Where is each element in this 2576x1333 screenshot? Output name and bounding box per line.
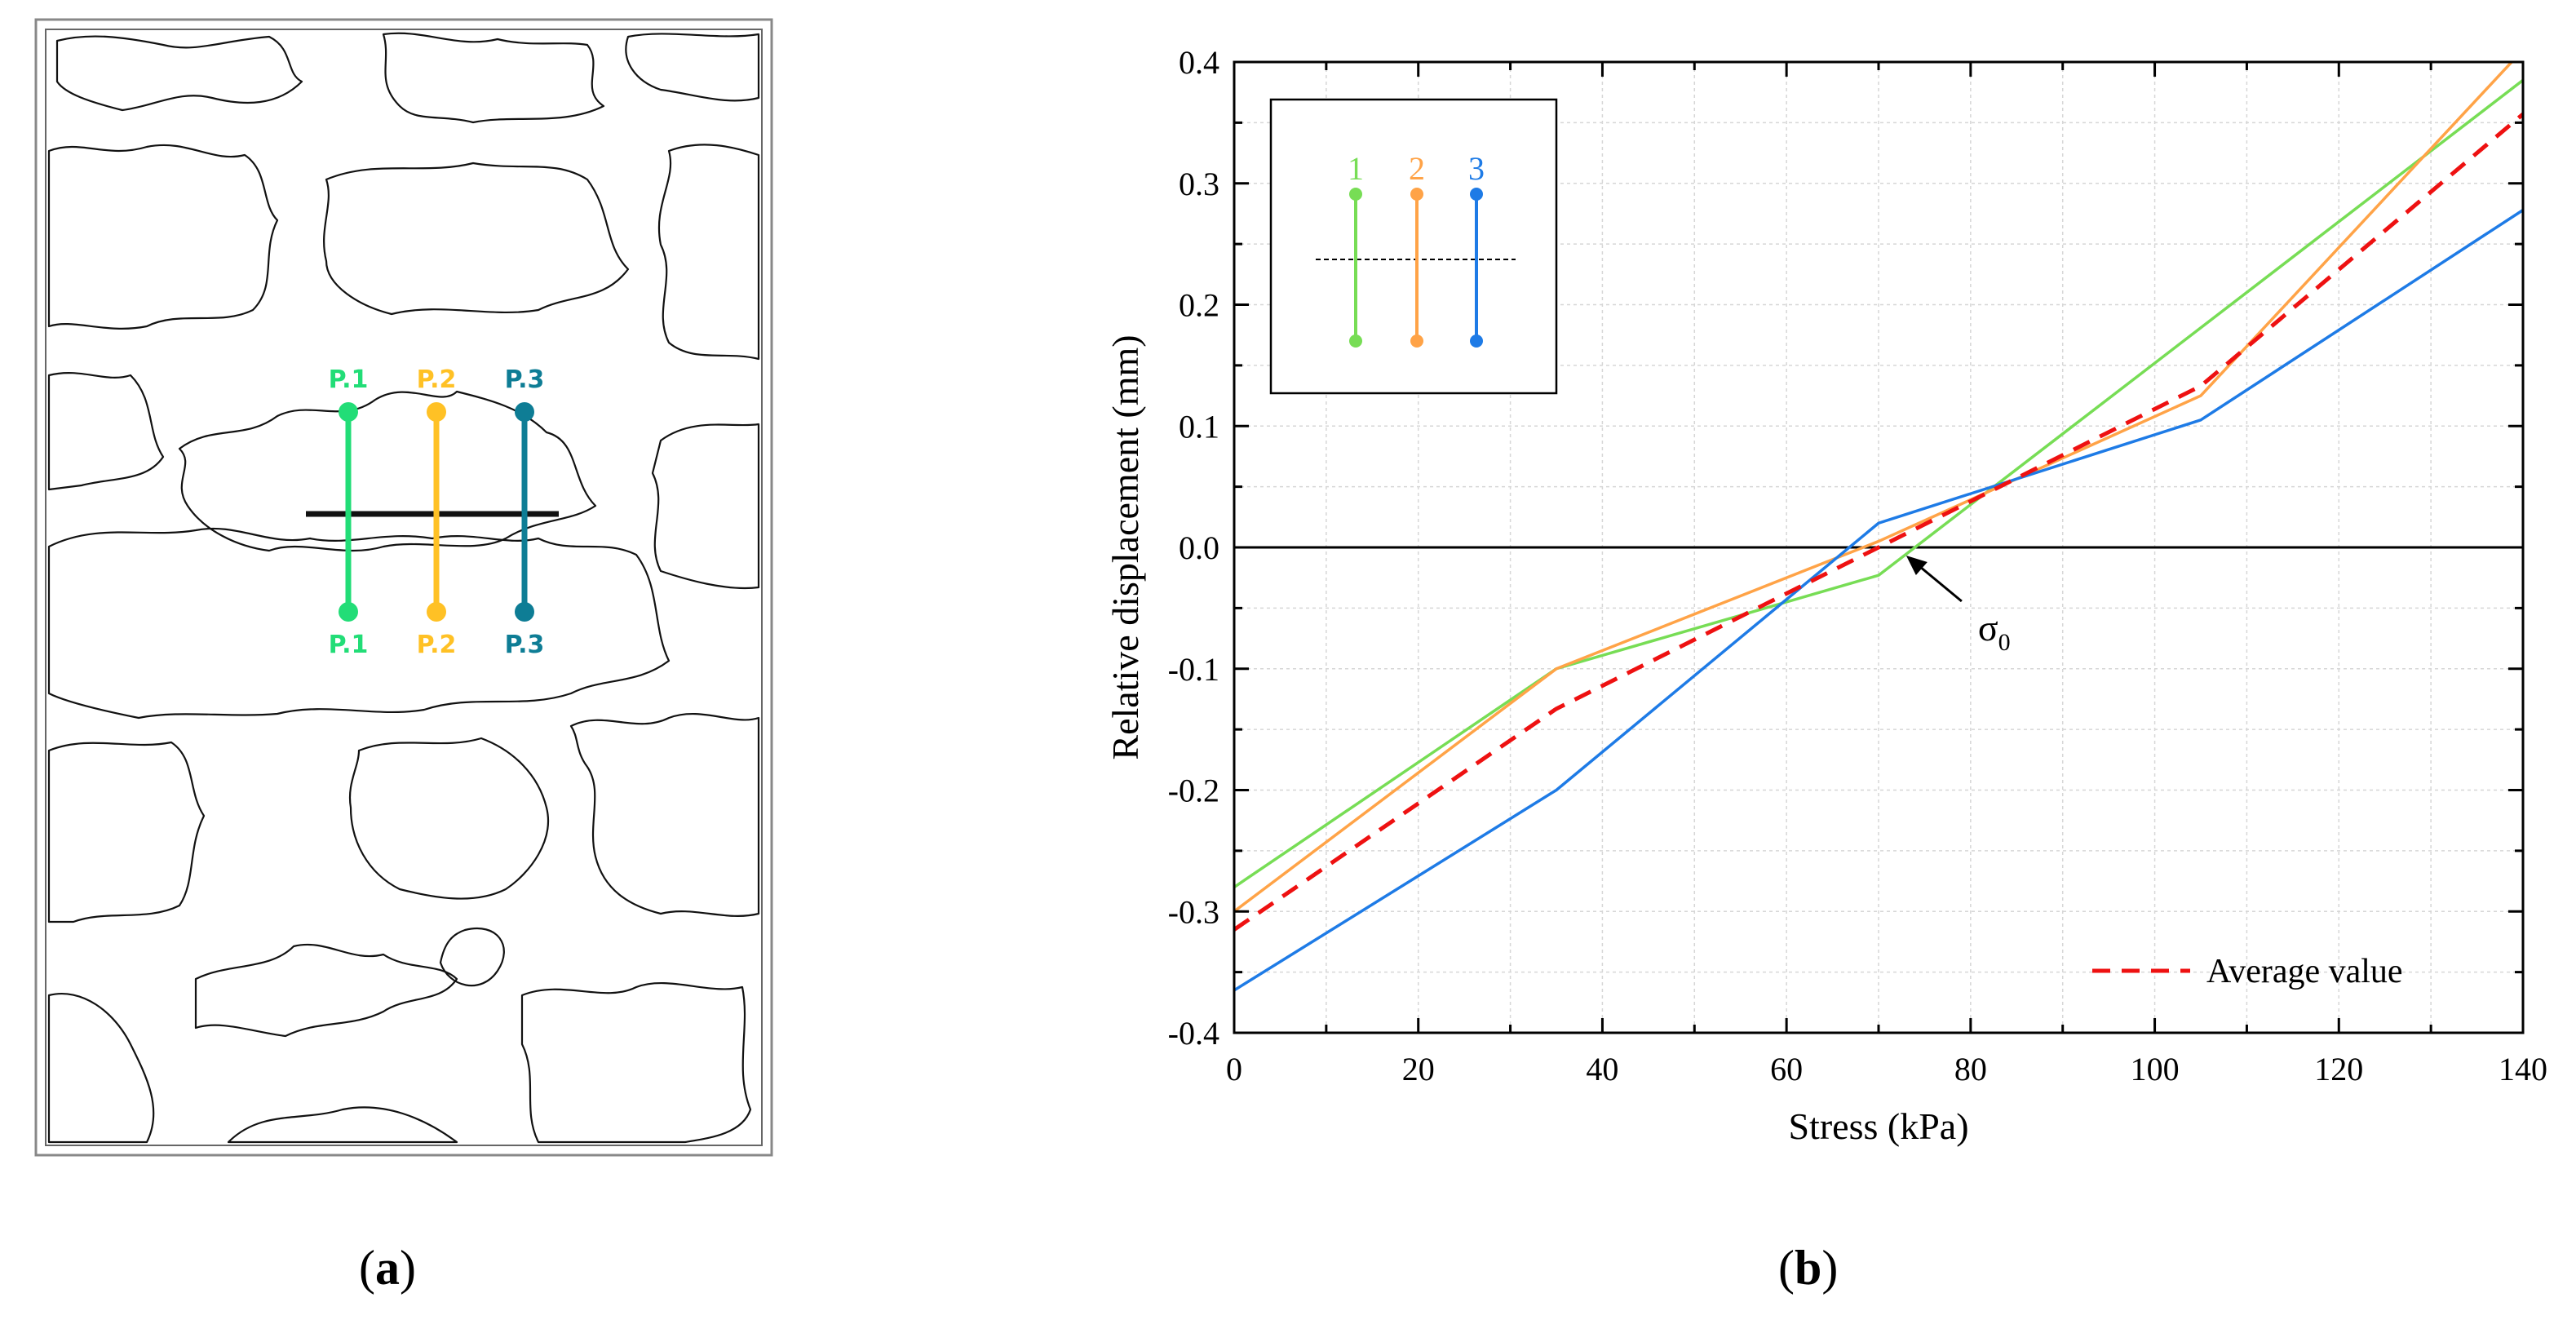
y-tick-label-3: -0.1 xyxy=(1168,651,1219,688)
inset-line-3-top-dot xyxy=(1470,188,1483,201)
x-tick-label-4: 80 xyxy=(1954,1051,1987,1087)
caption-b-open: ( xyxy=(1778,1241,1795,1295)
measuring-point-1: P.1 P.1 xyxy=(329,365,369,659)
inset-frame xyxy=(1269,98,1558,395)
y-tick-label-6: 0.2 xyxy=(1179,287,1219,324)
y-tick-label-1: -0.3 xyxy=(1168,893,1219,930)
point-2-bottom-dot xyxy=(427,602,446,622)
caption-a-letter: a xyxy=(374,1241,400,1295)
chart-series xyxy=(1234,62,2523,992)
inset-line-1-top-dot xyxy=(1349,188,1362,201)
series-line-2 xyxy=(1234,62,2514,913)
panel-a-schematic: P.1 P.1 P.2 P.2 P.3 P.3 xyxy=(34,18,773,1157)
panel-a-inner-frame xyxy=(45,29,763,1146)
annotation-sigma-label: σ0 xyxy=(1978,607,2011,656)
chart-legend: Average value xyxy=(2092,953,2403,990)
caption-b-close: ) xyxy=(1821,1241,1839,1295)
annotation-sigma-symbol: σ xyxy=(1978,607,1998,649)
x-tick-label-2: 40 xyxy=(1586,1051,1618,1087)
chart-b: 0 20 40 60 80 100 120 140-0.4-0.3-0.2-0.10.00.1… xyxy=(1104,44,2547,1147)
x-tick-label-3: 60 xyxy=(1770,1051,1803,1087)
annotation-sigma-subscript: 0 xyxy=(1998,629,2011,656)
inset-label-2: 2 xyxy=(1409,150,1425,187)
panel-a-outer-frame xyxy=(34,18,773,1157)
x-axis-label: Stress (kPa) xyxy=(1788,1105,1968,1147)
point-1-top-dot xyxy=(339,402,358,422)
inset-label-3: 3 xyxy=(1468,150,1485,187)
inset-line-2-bottom-dot xyxy=(1410,334,1423,348)
inset-line-1: 1 xyxy=(1348,150,1364,348)
inset-line-3-bottom-dot xyxy=(1470,334,1483,348)
inset-legend: 1 2 3 xyxy=(1269,98,1558,395)
series-line-3 xyxy=(1234,209,2523,992)
point-2-bottom-label: P.2 xyxy=(417,631,457,659)
series-line-average xyxy=(1234,113,2523,932)
y-tick-label-4: 0.0 xyxy=(1179,529,1219,566)
point-3-top-dot xyxy=(515,402,534,422)
caption-a-close: ) xyxy=(399,1241,416,1295)
sigma-annotation: σ0 xyxy=(1905,556,2011,656)
caption-a: (a) xyxy=(359,1240,416,1296)
x-tick-label-7: 140 xyxy=(2499,1051,2547,1087)
point-1-bottom-dot xyxy=(339,602,358,622)
annotation-arrow-head xyxy=(1905,556,1928,575)
caption-a-open: ( xyxy=(359,1241,375,1295)
y-tick-label-0: -0.4 xyxy=(1168,1015,1219,1052)
point-1-top-label: P.1 xyxy=(329,365,369,394)
y-tick-label-8: 0.4 xyxy=(1179,44,1219,81)
point-3-bottom-dot xyxy=(515,602,534,622)
y-tick-label-7: 0.3 xyxy=(1179,166,1219,202)
point-2-top-label: P.2 xyxy=(417,365,457,394)
x-tick-label-0: 0 xyxy=(1226,1051,1242,1087)
legend-label-average: Average value xyxy=(2206,953,2403,990)
measuring-point-2: P.2 P.2 xyxy=(417,365,457,659)
inset-line-2: 2 xyxy=(1409,150,1425,348)
point-3-top-label: P.3 xyxy=(505,365,545,394)
y-tick-label-2: -0.2 xyxy=(1168,773,1219,809)
caption-b-letter: b xyxy=(1794,1241,1822,1295)
aggregate-outlines xyxy=(47,32,760,1144)
x-tick-label-6: 120 xyxy=(2314,1051,2363,1087)
point-3-bottom-label: P.3 xyxy=(505,631,545,659)
y-tick-label-5: 0.1 xyxy=(1179,408,1219,445)
inset-line-3: 3 xyxy=(1468,150,1485,348)
measuring-point-3: P.3 P.3 xyxy=(505,365,545,659)
point-2-top-dot xyxy=(427,402,446,422)
caption-b: (b) xyxy=(1778,1240,1838,1296)
x-tick-label-5: 100 xyxy=(2131,1051,2180,1087)
y-axis-label: Relative displacement (mm) xyxy=(1104,334,1146,760)
inset-line-2-top-dot xyxy=(1410,188,1423,201)
inset-label-1: 1 xyxy=(1348,150,1364,187)
series-line-1 xyxy=(1234,78,2523,888)
point-1-bottom-label: P.1 xyxy=(329,631,369,659)
annotation-arrow-line xyxy=(1913,560,1963,603)
chart-ticks: 0 20 40 60 80 100 120 140-0.4-0.3-0.2-0.10.00.1… xyxy=(1168,44,2547,1087)
inset-line-1-bottom-dot xyxy=(1349,334,1362,348)
x-tick-label-1: 20 xyxy=(1402,1051,1435,1087)
